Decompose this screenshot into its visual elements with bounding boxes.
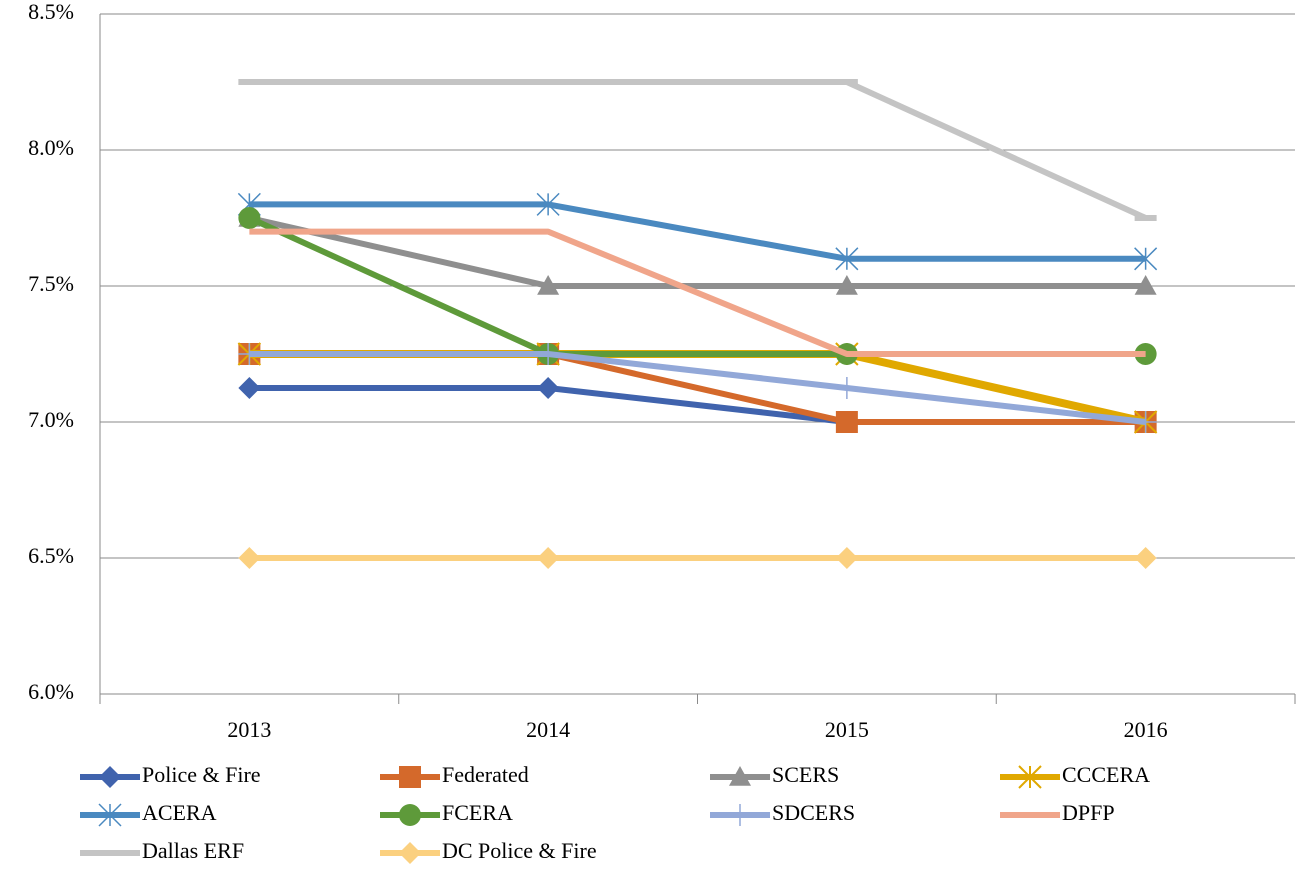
legend-label: DC Police & Fire bbox=[442, 838, 597, 863]
x-tick-label: 2014 bbox=[526, 717, 570, 742]
point-marker bbox=[1134, 411, 1157, 433]
legend-marker bbox=[729, 766, 751, 786]
point-marker bbox=[835, 547, 858, 569]
legend-marker bbox=[399, 842, 421, 864]
point-marker bbox=[835, 377, 858, 399]
point-marker bbox=[238, 207, 261, 229]
legend-marker bbox=[98, 803, 122, 827]
point-marker bbox=[537, 547, 560, 569]
series-line bbox=[249, 79, 1147, 221]
point-marker bbox=[835, 275, 858, 295]
legend-item: SDCERS bbox=[710, 800, 855, 826]
x-tick-label: 2016 bbox=[1124, 717, 1168, 742]
point-marker bbox=[1134, 547, 1157, 569]
x-tick-label: 2015 bbox=[825, 717, 869, 742]
point-marker bbox=[835, 411, 858, 433]
legend-item: ACERA bbox=[80, 800, 217, 827]
legend-label: Dallas ERF bbox=[142, 838, 244, 863]
point-marker bbox=[1134, 247, 1158, 271]
series-line bbox=[249, 228, 1146, 357]
legend-item: FCERA bbox=[380, 800, 513, 826]
point-marker bbox=[238, 377, 261, 399]
legend-item: DC Police & Fire bbox=[380, 838, 597, 864]
legend-item: SCERS bbox=[710, 762, 839, 787]
legend-label: FCERA bbox=[442, 800, 513, 825]
legend-label: SDCERS bbox=[772, 800, 855, 825]
legend-item: Dallas ERF bbox=[80, 838, 244, 863]
series-line bbox=[249, 201, 1146, 262]
legend-label: DPFP bbox=[1062, 800, 1115, 825]
legend-label: SCERS bbox=[772, 762, 839, 787]
x-tick-label: 2013 bbox=[227, 717, 271, 742]
legend-item: Police & Fire bbox=[80, 762, 261, 788]
point-marker bbox=[537, 343, 560, 365]
series-line bbox=[248, 215, 1146, 289]
y-tick-label: 6.5% bbox=[28, 543, 74, 568]
y-tick-label: 6.0% bbox=[28, 679, 74, 704]
y-tick-label: 7.0% bbox=[28, 407, 74, 432]
y-tick-label: 7.5% bbox=[28, 271, 74, 296]
legend-item: Federated bbox=[380, 762, 529, 788]
point-marker bbox=[238, 547, 261, 569]
legend-marker bbox=[99, 766, 121, 788]
legend-item: CCCERA bbox=[1000, 762, 1150, 789]
point-marker bbox=[1134, 275, 1157, 295]
point-marker bbox=[238, 343, 261, 365]
legend-label: ACERA bbox=[142, 800, 217, 825]
legend-item: DPFP bbox=[1000, 800, 1115, 825]
legend-label: CCCERA bbox=[1062, 762, 1150, 787]
point-marker bbox=[537, 275, 560, 295]
point-marker bbox=[536, 192, 560, 216]
legend-label: Federated bbox=[442, 762, 529, 787]
point-marker bbox=[537, 377, 560, 399]
series-line bbox=[249, 351, 1146, 425]
y-tick-label: 8.5% bbox=[28, 0, 74, 24]
legend-marker bbox=[399, 766, 421, 788]
legend-marker bbox=[399, 804, 421, 826]
y-tick-label: 8.0% bbox=[28, 135, 74, 160]
point-marker bbox=[835, 247, 859, 271]
legend-marker bbox=[729, 804, 751, 826]
legend-label: Police & Fire bbox=[142, 762, 261, 787]
legend-marker bbox=[1018, 765, 1042, 789]
